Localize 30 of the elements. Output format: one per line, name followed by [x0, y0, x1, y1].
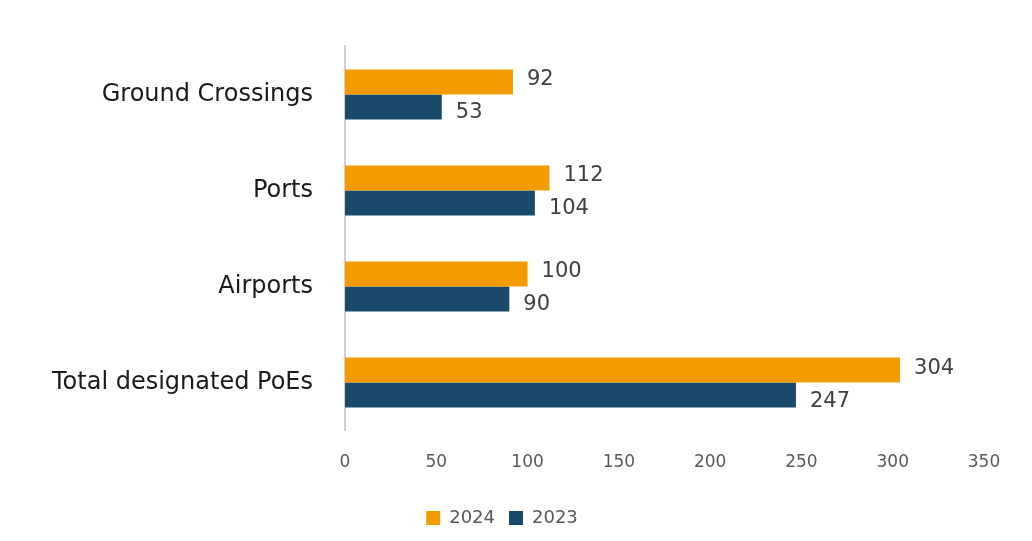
x-tick-label: 300 [876, 451, 909, 472]
x-tick-label: 200 [693, 451, 727, 472]
y-tick-label: Ground Crossings [101, 78, 314, 107]
bar [345, 190, 535, 216]
bar [345, 357, 901, 383]
bar [345, 94, 442, 120]
bar [345, 286, 510, 312]
x-tick-label: 250 [785, 451, 818, 472]
data-label: 53 [455, 99, 483, 124]
x-tick-label: 0 [339, 451, 351, 472]
bar [345, 261, 528, 287]
x-tick-label: 100 [511, 451, 544, 472]
bar [345, 382, 796, 408]
data-label: 304 [914, 354, 955, 379]
legend-label: 2024 [449, 505, 495, 527]
data-label: 92 [526, 66, 554, 91]
x-tick-label: 350 [967, 451, 1001, 472]
data-label: 100 [541, 258, 582, 283]
y-tick-label: Total designated PoEs [51, 366, 314, 395]
x-tick-label: 150 [602, 451, 636, 472]
bar [345, 165, 550, 191]
data-label: 247 [809, 387, 851, 412]
data-label: 112 [563, 162, 604, 187]
x-tick-label: 50 [425, 451, 448, 472]
y-tick-label: Ports [252, 174, 314, 203]
data-label: 104 [548, 195, 589, 220]
bar [345, 69, 513, 95]
data-label: 90 [523, 291, 551, 316]
y-tick-label: Airports [218, 270, 314, 299]
legend-label: 2023 [532, 505, 578, 527]
